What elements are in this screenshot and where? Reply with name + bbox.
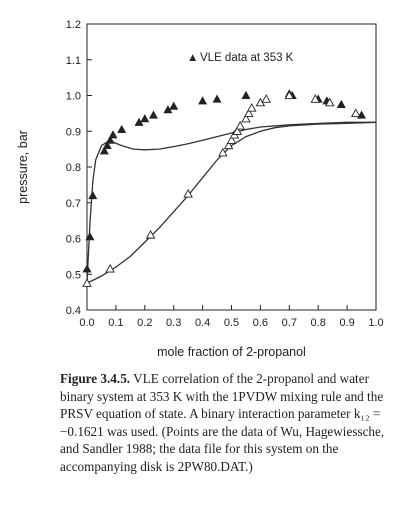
- caption-label: Figure 3.4.5.: [60, 371, 131, 386]
- x-tick-label: 0.4: [195, 317, 210, 329]
- open-triangle-point: [183, 188, 193, 198]
- open-triangle-point: [145, 229, 156, 239]
- filled-triangle-point: [88, 190, 98, 200]
- x-axis-title: mole fraction of 2-propanol: [157, 345, 306, 359]
- y-tick-label: 0.5: [66, 269, 81, 281]
- y-tick-label: 0.9: [66, 126, 81, 138]
- x-tick-label: 0.0: [79, 317, 94, 329]
- filled-triangle-point: [198, 96, 208, 105]
- figure-caption: Figure 3.4.5. VLE correlation of the 2-p…: [60, 370, 388, 476]
- filled-triangle-point: [169, 101, 179, 110]
- filled-triangle-point: [117, 124, 127, 133]
- open-triangle-point: [226, 135, 237, 144]
- y-tick-label: 1.2: [66, 19, 81, 31]
- open-triangle-point: [235, 120, 245, 130]
- vle-chart: 0.0 0.1 0.2 0.3 0.4 0.5 0.6 0.7 0.8 0.9 1.0 0.4 0.5 0…: [16, 19, 384, 359]
- filled-triangle-point: [85, 232, 95, 241]
- filled-triangle-point: [212, 94, 222, 103]
- y-tick-label: 0.6: [66, 234, 81, 246]
- open-triangle-point: [261, 94, 271, 103]
- filled-triangle-point: [148, 110, 158, 119]
- x-tick-label: 0.3: [166, 317, 181, 329]
- y-tick-label: 0.8: [66, 162, 81, 174]
- filled-triangle-point: [336, 99, 346, 108]
- open-triangle-point: [241, 113, 251, 123]
- dew-curve: [86, 121, 377, 284]
- y-axis-title: pressure, bar: [16, 130, 30, 204]
- x-tick-label: 0.7: [282, 317, 297, 329]
- legend-label: VLE data at 353 K: [200, 52, 294, 64]
- x-tick-label: 1.0: [368, 317, 383, 329]
- y-tick-label: 0.4: [66, 305, 81, 317]
- x-tick-label: 0.1: [108, 317, 123, 329]
- x-tick-label: 0.5: [224, 317, 239, 329]
- open-triangle-point: [284, 90, 295, 100]
- filled-triangle-point: [241, 90, 251, 99]
- legend: ▲ VLE data at 353 K: [187, 52, 294, 64]
- y-tick-label: 1.0: [66, 91, 81, 103]
- open-triangle-point: [223, 140, 234, 150]
- filled-triangle-point: [99, 146, 109, 155]
- x-tick-label: 0.6: [253, 317, 268, 329]
- open-triangle-point: [82, 278, 92, 287]
- y-tick-label: 0.7: [66, 198, 81, 210]
- x-tick-label: 0.2: [137, 317, 152, 329]
- legend-marker: ▲: [187, 52, 198, 64]
- open-triangle-point: [232, 126, 243, 135]
- axis-ticks: 0.0 0.1 0.2 0.3 0.4 0.5 0.6 0.7 0.8 0.9 1.0 0.4 0.5 0…: [66, 19, 384, 329]
- open-triangle-point: [246, 103, 257, 112]
- y-tick-label: 1.1: [66, 55, 81, 67]
- open-triangle-point: [310, 94, 321, 103]
- filled-triangle-point: [108, 130, 118, 139]
- open-triangle-point: [351, 108, 361, 118]
- caption-text: VLE correlation of the 2-propanol and wa…: [60, 371, 385, 474]
- filled-triangle-point: [102, 140, 112, 150]
- bubble-curve: [86, 121, 376, 284]
- model-curves: [86, 121, 377, 284]
- x-tick-label: 0.9: [339, 317, 354, 329]
- open-triangle-point: [105, 263, 115, 273]
- x-tick-label: 0.8: [311, 317, 326, 329]
- filled-triangle-point: [105, 135, 115, 144]
- open-triangle-point: [218, 147, 228, 157]
- data-points: [82, 89, 367, 287]
- filled-triangle-point: [140, 114, 150, 123]
- open-triangle-point: [324, 97, 335, 107]
- open-triangle-point: [244, 108, 254, 118]
- plot-frame: [86, 23, 377, 311]
- filled-triangle-point: [82, 264, 92, 273]
